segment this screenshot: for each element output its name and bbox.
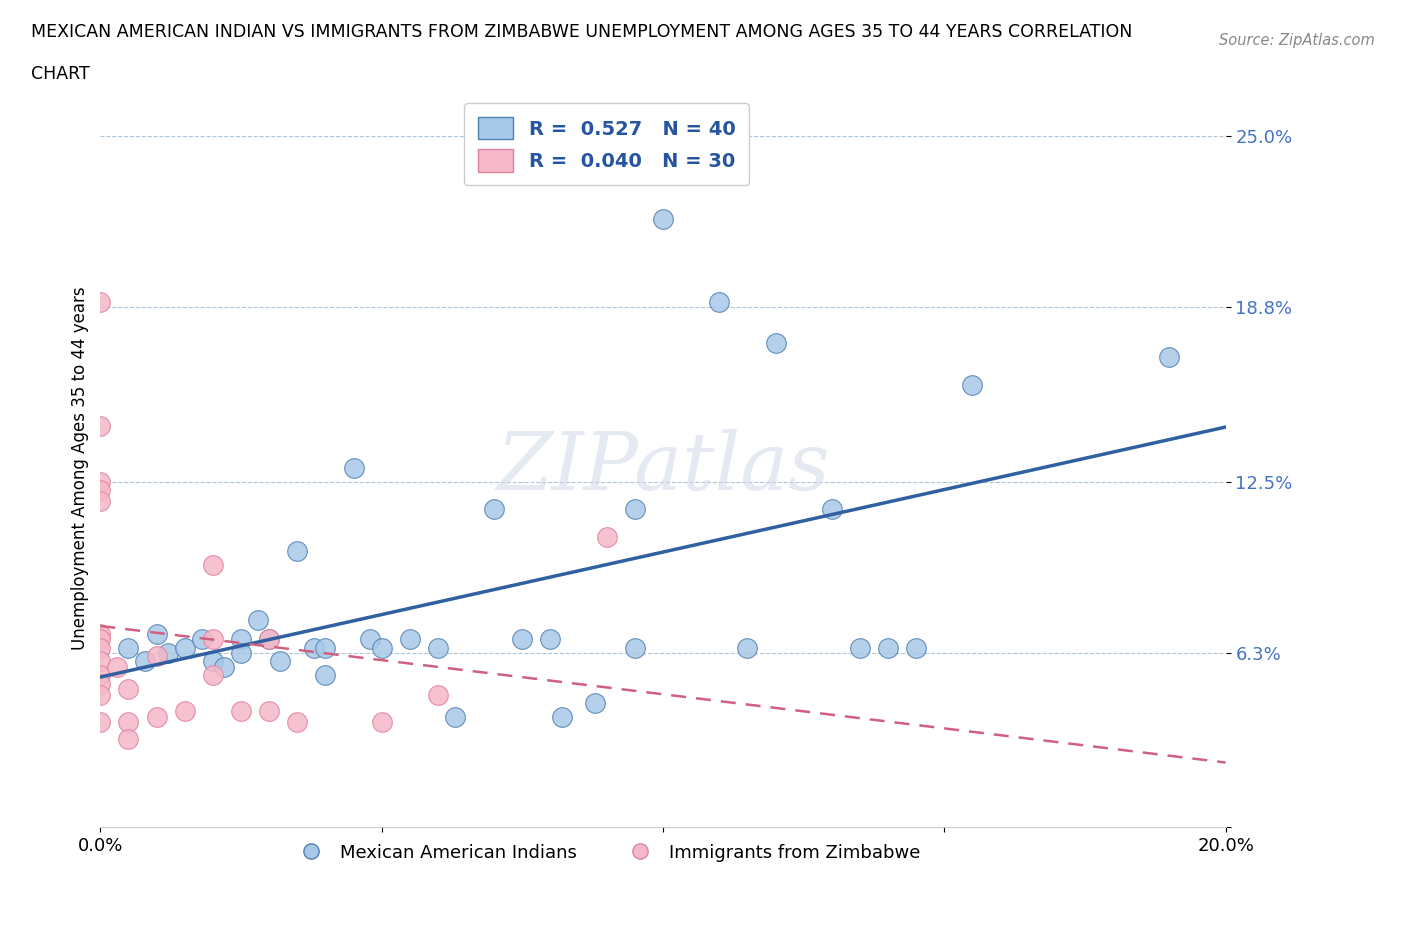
- Point: [89, 654, 111, 669]
- Point: [342, 460, 364, 475]
- Point: [145, 626, 167, 641]
- Point: [596, 529, 619, 544]
- Point: [89, 668, 111, 683]
- Point: [257, 631, 280, 646]
- Point: [105, 659, 128, 674]
- Point: [551, 710, 574, 724]
- Point: [443, 710, 465, 724]
- Point: [201, 654, 224, 669]
- Point: [89, 631, 111, 646]
- Point: [285, 543, 308, 558]
- Point: [765, 336, 787, 351]
- Text: Source: ZipAtlas.com: Source: ZipAtlas.com: [1219, 33, 1375, 47]
- Point: [246, 613, 269, 628]
- Point: [269, 654, 291, 669]
- Point: [426, 687, 449, 702]
- Point: [257, 631, 280, 646]
- Point: [229, 645, 252, 660]
- Text: MEXICAN AMERICAN INDIAN VS IMMIGRANTS FROM ZIMBABWE UNEMPLOYMENT AMONG AGES 35 T: MEXICAN AMERICAN INDIAN VS IMMIGRANTS FR…: [31, 23, 1132, 41]
- Point: [134, 654, 156, 669]
- Legend: Mexican American Indians, Immigrants from Zimbabwe: Mexican American Indians, Immigrants fro…: [285, 836, 928, 869]
- Point: [426, 640, 449, 655]
- Point: [302, 640, 325, 655]
- Point: [89, 494, 111, 509]
- Text: CHART: CHART: [31, 65, 90, 83]
- Point: [585, 696, 607, 711]
- Point: [89, 418, 111, 433]
- Point: [212, 659, 235, 674]
- Point: [201, 668, 224, 683]
- Point: [510, 631, 533, 646]
- Point: [624, 640, 647, 655]
- Point: [398, 631, 420, 646]
- Point: [173, 640, 195, 655]
- Point: [89, 483, 111, 498]
- Point: [117, 682, 139, 697]
- Point: [709, 294, 731, 309]
- Point: [540, 631, 562, 646]
- Y-axis label: Unemployment Among Ages 35 to 44 years: Unemployment Among Ages 35 to 44 years: [72, 286, 89, 649]
- Point: [145, 648, 167, 663]
- Point: [190, 631, 212, 646]
- Point: [314, 668, 336, 683]
- Point: [89, 640, 111, 655]
- Point: [482, 502, 505, 517]
- Point: [370, 715, 392, 730]
- Point: [89, 294, 111, 309]
- Point: [89, 715, 111, 730]
- Point: [877, 640, 900, 655]
- Point: [359, 631, 381, 646]
- Point: [89, 626, 111, 641]
- Point: [314, 640, 336, 655]
- Point: [229, 631, 252, 646]
- Point: [229, 704, 252, 719]
- Point: [849, 640, 872, 655]
- Point: [89, 676, 111, 691]
- Point: [117, 640, 139, 655]
- Point: [173, 704, 195, 719]
- Point: [962, 378, 984, 392]
- Point: [905, 640, 928, 655]
- Point: [285, 715, 308, 730]
- Point: [1159, 350, 1181, 365]
- Point: [117, 731, 139, 746]
- Point: [370, 640, 392, 655]
- Point: [89, 687, 111, 702]
- Point: [117, 715, 139, 730]
- Point: [821, 502, 844, 517]
- Point: [89, 474, 111, 489]
- Text: ZIPatlas: ZIPatlas: [496, 429, 830, 507]
- Point: [624, 502, 647, 517]
- Point: [201, 557, 224, 572]
- Point: [257, 704, 280, 719]
- Point: [652, 211, 675, 226]
- Point: [201, 631, 224, 646]
- Point: [145, 710, 167, 724]
- Point: [156, 645, 179, 660]
- Point: [737, 640, 759, 655]
